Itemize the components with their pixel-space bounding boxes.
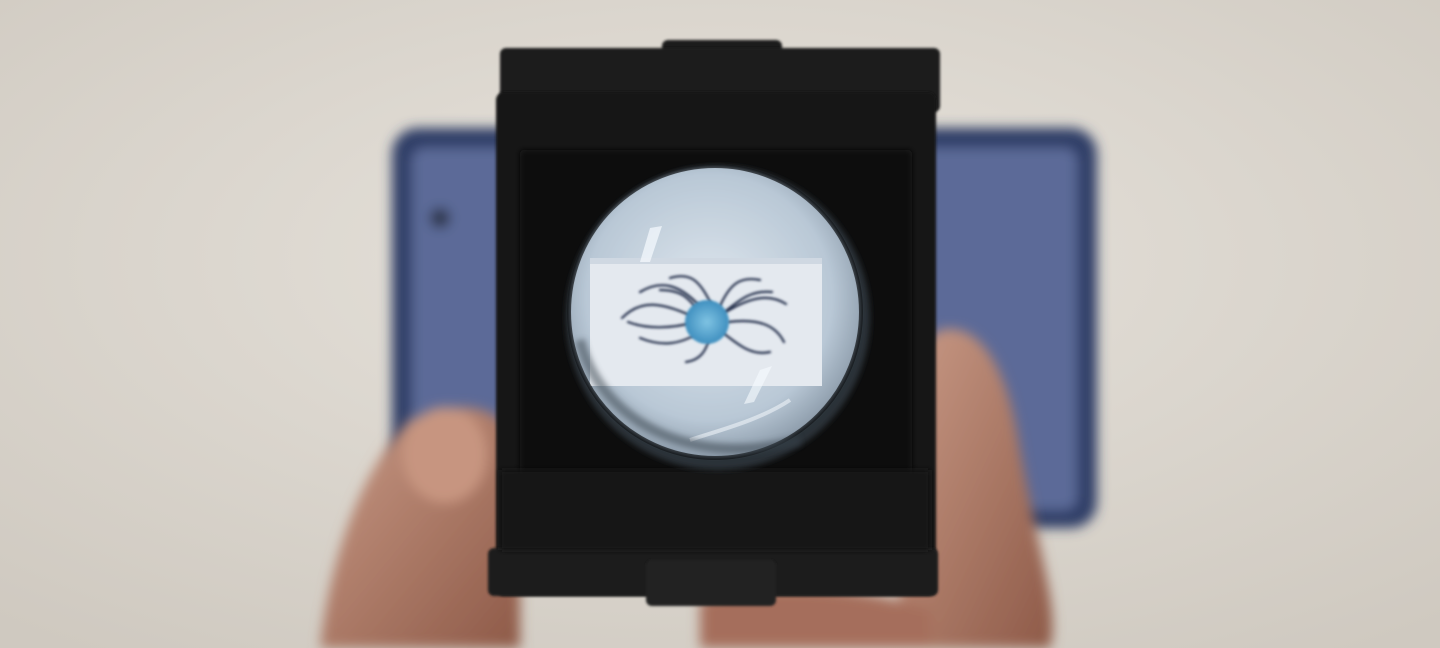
camera-lens-icon — [430, 208, 450, 228]
magnifier-lens — [566, 164, 870, 470]
center-blob — [685, 300, 729, 344]
